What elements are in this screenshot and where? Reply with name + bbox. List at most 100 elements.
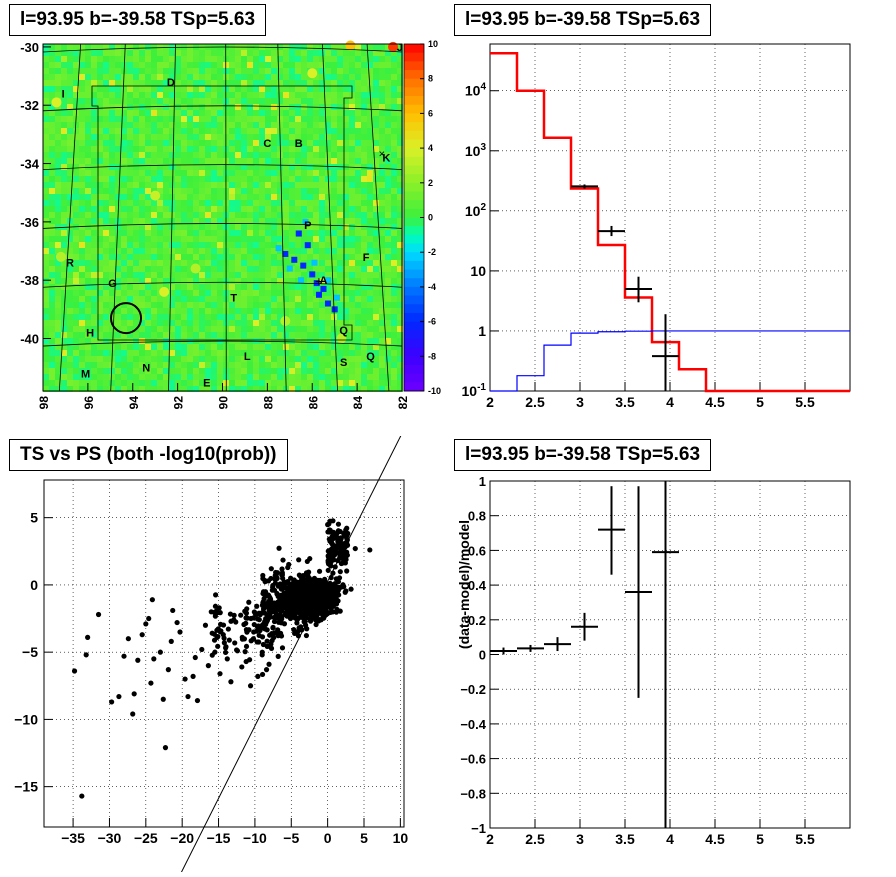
- heatmap-cell: [91, 260, 97, 266]
- heatmap-cell: [43, 74, 49, 80]
- heatmap-cell: [211, 56, 217, 62]
- heatmap-cell: [253, 104, 259, 110]
- heatmap-cell: [61, 290, 67, 296]
- heatmap-cell: [61, 194, 67, 200]
- heatmap-cell: [157, 368, 163, 374]
- heatmap-cell: [163, 128, 169, 134]
- heatmap-cell: [139, 128, 145, 134]
- heatmap-cell: [361, 128, 367, 134]
- heatmap-cell: [169, 278, 175, 284]
- heatmap-cell: [103, 158, 109, 164]
- heatmap-cell: [373, 284, 379, 290]
- heatmap-cell: [259, 290, 265, 296]
- heatmap-cell: [391, 176, 397, 182]
- heatmap-cell: [373, 110, 379, 116]
- heatmap-cell: [355, 230, 361, 236]
- scatter-point: [294, 620, 299, 625]
- heatmap-cell: [349, 74, 355, 80]
- colorbar-segment: [404, 96, 424, 105]
- source-label: C: [263, 138, 271, 150]
- heatmap-cell: [109, 254, 115, 260]
- heatmap-cell: [115, 368, 121, 374]
- heatmap-cell: [283, 182, 289, 188]
- heatmap-cell: [349, 350, 355, 356]
- colorbar-segment: [404, 113, 424, 122]
- heatmap-cell: [283, 80, 289, 86]
- heatmap-cell: [151, 218, 157, 224]
- heatmap-cell: [235, 86, 241, 92]
- heatmap-cell: [169, 296, 175, 302]
- heatmap-cell: [217, 236, 223, 242]
- heatmap-cell: [301, 68, 307, 74]
- heatmap-cell: [265, 254, 271, 260]
- heatmap-cell: [247, 230, 253, 236]
- heatmap-cell: [193, 350, 199, 356]
- heatmap-cell: [49, 116, 55, 122]
- heatmap-cell: [151, 68, 157, 74]
- heatmap-cell: [73, 290, 79, 296]
- heatmap-cell: [337, 344, 343, 350]
- heatmap-cell: [295, 374, 301, 380]
- x-tick-label: 2: [486, 394, 494, 410]
- heatmap-cell: [145, 326, 151, 332]
- heatmap-cell: [337, 230, 343, 236]
- heatmap-cell: [61, 212, 67, 218]
- heatmap-cell: [235, 326, 241, 332]
- heatmap-cell: [217, 302, 223, 308]
- heatmap-cell: [337, 140, 343, 146]
- heatmap-cell: [241, 266, 247, 272]
- heatmap-cell: [385, 254, 391, 260]
- heatmap-cell: [85, 236, 91, 242]
- heatmap-cell: [247, 188, 253, 194]
- heatmap-cell: [109, 266, 115, 272]
- heatmap-cell: [61, 164, 67, 170]
- heatmap-cell: [121, 92, 127, 98]
- heatmap-cell: [229, 56, 235, 62]
- heatmap-cell: [103, 344, 109, 350]
- heatmap-cell: [337, 134, 343, 140]
- heatmap-cell: [313, 356, 319, 362]
- colorbar-tick-label: -6: [428, 317, 436, 327]
- heatmap-cell: [361, 122, 367, 128]
- heatmap-cell: [163, 326, 169, 332]
- heatmap-cell: [127, 350, 133, 356]
- heatmap-cell: [319, 368, 325, 374]
- heatmap-cell: [295, 170, 301, 176]
- heatmap-cell: [337, 128, 343, 134]
- heatmap-cell: [325, 308, 331, 314]
- heatmap-cell: [253, 230, 259, 236]
- heatmap-cell: [235, 374, 241, 380]
- heatmap-cell: [379, 368, 385, 374]
- heatmap-cell: [235, 278, 241, 284]
- heatmap-cell: [73, 236, 79, 242]
- heatmap-cell: [175, 218, 181, 224]
- heatmap-cell: [199, 362, 205, 368]
- heatmap-cell: [235, 368, 241, 374]
- heatmap-cell: [91, 62, 97, 68]
- heatmap-cell: [73, 368, 79, 374]
- source-label: Q: [339, 325, 348, 337]
- heatmap-cell: [373, 248, 379, 254]
- heatmap-cell: [253, 128, 259, 134]
- scatter-point: [338, 609, 343, 614]
- heatmap-cell: [361, 74, 367, 80]
- graticule-longitude: [226, 44, 227, 391]
- heatmap-cell: [187, 206, 193, 212]
- heatmap-cell: [379, 62, 385, 68]
- heatmap-cell: [73, 188, 79, 194]
- heatmap-cell: [307, 254, 313, 260]
- heatmap-cell: [211, 350, 217, 356]
- heatmap-cell: [115, 296, 121, 302]
- heatmap-cell: [91, 254, 97, 260]
- heatmap-cell: [103, 380, 109, 386]
- heatmap-cell: [199, 272, 205, 278]
- heatmap-cell: [79, 74, 85, 80]
- scatter-point: [307, 576, 312, 581]
- heatmap-cold-cell: [300, 263, 306, 269]
- heatmap-cell: [265, 86, 271, 92]
- source-label: G: [108, 278, 117, 290]
- heatmap-cell: [109, 248, 115, 254]
- heatmap-cell: [265, 266, 271, 272]
- heatmap-cell: [79, 152, 85, 158]
